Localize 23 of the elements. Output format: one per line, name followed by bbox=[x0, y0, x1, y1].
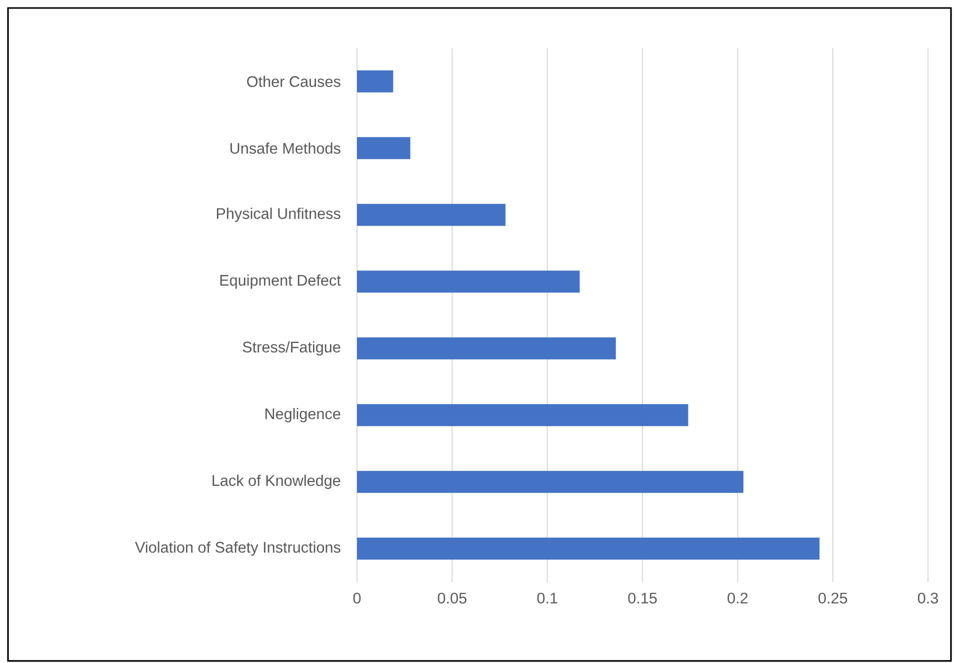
y-tick-label: Negligence bbox=[265, 408, 340, 422]
x-tick-label: 0.1 bbox=[537, 592, 558, 604]
x-tick-label: 0.2 bbox=[728, 592, 748, 604]
bar bbox=[357, 538, 820, 560]
y-tick-label: Equipment Defect bbox=[220, 274, 341, 289]
bar bbox=[357, 337, 616, 360]
x-tick-label: 0 bbox=[353, 592, 361, 604]
y-tick-label: Other Causes bbox=[247, 76, 340, 88]
x-tick-label: 0.3 bbox=[918, 592, 938, 604]
bar bbox=[357, 204, 506, 226]
x-tick-label: 0.25 bbox=[818, 592, 848, 604]
y-tick-label: Physical Unfitness bbox=[216, 208, 340, 222]
y-tick-label: Violation of Safety Instructions bbox=[135, 541, 340, 556]
bar bbox=[357, 404, 688, 426]
bar bbox=[357, 70, 394, 92]
y-tick-label: Stress/Fatigue bbox=[242, 341, 340, 356]
x-tick-label: 0.05 bbox=[438, 592, 466, 604]
bar bbox=[357, 137, 410, 160]
y-tick-label: Unsafe Methods bbox=[230, 142, 340, 154]
bar bbox=[357, 270, 580, 293]
x-tick-label: 0.15 bbox=[628, 592, 657, 604]
bar bbox=[357, 470, 744, 493]
y-tick-label: Lack of Knowledge bbox=[212, 474, 340, 490]
